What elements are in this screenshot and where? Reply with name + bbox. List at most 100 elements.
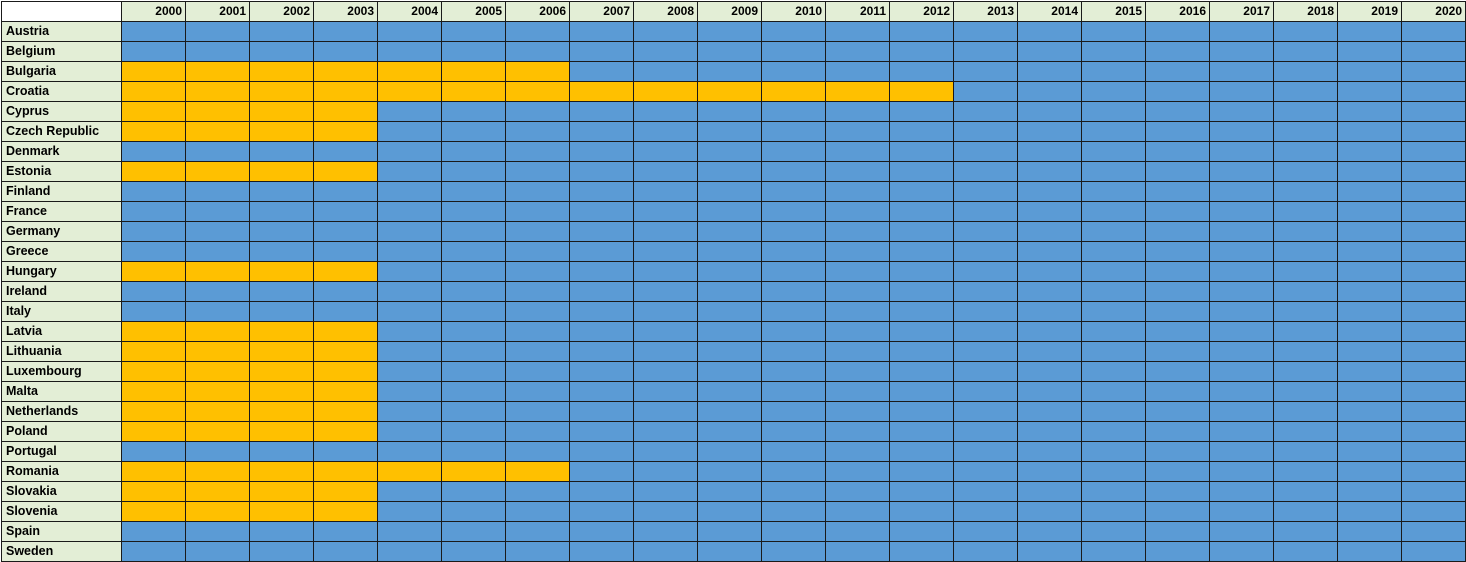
status-cell-blue	[697, 441, 762, 462]
status-cell-yellow	[313, 481, 378, 502]
status-cell-yellow	[185, 101, 250, 122]
status-cell-blue	[761, 281, 826, 302]
status-cell-blue	[185, 181, 250, 202]
status-cell-blue	[825, 521, 890, 542]
status-cell-blue	[249, 21, 314, 42]
status-cell-blue	[825, 441, 890, 462]
status-cell-blue	[505, 161, 570, 182]
status-cell-blue	[1273, 461, 1338, 482]
status-cell-blue	[1337, 81, 1402, 102]
status-cell-yellow	[249, 381, 314, 402]
status-cell-blue	[1401, 501, 1466, 522]
status-cell-yellow	[313, 161, 378, 182]
status-cell-blue	[889, 141, 954, 162]
status-cell-blue	[1145, 221, 1210, 242]
status-cell-blue	[1145, 501, 1210, 522]
status-cell-blue	[441, 441, 506, 462]
status-cell-yellow	[569, 81, 634, 102]
status-cell-blue	[953, 201, 1018, 222]
status-cell-blue	[1273, 441, 1338, 462]
year-header-cell: 2001	[185, 1, 250, 22]
status-cell-blue	[441, 421, 506, 442]
status-cell-blue	[761, 441, 826, 462]
status-cell-blue	[889, 281, 954, 302]
status-cell-blue	[697, 181, 762, 202]
status-cell-blue	[953, 61, 1018, 82]
status-cell-blue	[569, 241, 634, 262]
status-cell-blue	[697, 101, 762, 122]
country-row: Malta	[1, 381, 1466, 402]
country-label: Finland	[1, 181, 122, 202]
status-cell-blue	[441, 41, 506, 62]
status-cell-blue	[505, 361, 570, 382]
status-cell-blue	[249, 241, 314, 262]
status-cell-blue	[1401, 521, 1466, 542]
status-cell-blue	[313, 301, 378, 322]
year-header-cell: 2007	[569, 1, 634, 22]
status-cell-yellow	[313, 361, 378, 382]
status-cell-blue	[761, 321, 826, 342]
status-cell-blue	[633, 541, 698, 562]
status-cell-blue	[1145, 421, 1210, 442]
status-cell-blue	[953, 461, 1018, 482]
status-cell-blue	[953, 121, 1018, 142]
status-cell-blue	[633, 341, 698, 362]
status-cell-yellow	[313, 381, 378, 402]
status-cell-blue	[249, 541, 314, 562]
status-cell-blue	[953, 381, 1018, 402]
status-cell-blue	[505, 481, 570, 502]
status-cell-blue	[377, 501, 442, 522]
status-cell-blue	[889, 21, 954, 42]
status-cell-blue	[953, 441, 1018, 462]
status-cell-blue	[1273, 401, 1338, 422]
status-cell-blue	[1145, 161, 1210, 182]
status-cell-blue	[1209, 121, 1274, 142]
status-cell-blue	[825, 341, 890, 362]
status-cell-blue	[313, 41, 378, 62]
status-cell-blue	[697, 521, 762, 542]
status-cell-blue	[1273, 21, 1338, 42]
status-cell-blue	[377, 41, 442, 62]
status-cell-blue	[121, 301, 186, 322]
year-header-cell: 2020	[1401, 1, 1466, 22]
country-row: Slovenia	[1, 501, 1466, 522]
status-cell-blue	[1273, 301, 1338, 322]
status-cell-blue	[825, 201, 890, 222]
country-row: Netherlands	[1, 401, 1466, 422]
status-cell-blue	[761, 41, 826, 62]
status-cell-blue	[1017, 341, 1082, 362]
status-cell-blue	[697, 61, 762, 82]
status-cell-blue	[1337, 261, 1402, 282]
status-cell-blue	[313, 201, 378, 222]
status-cell-yellow	[377, 461, 442, 482]
status-cell-blue	[1337, 301, 1402, 322]
status-cell-blue	[1273, 161, 1338, 182]
status-cell-blue	[569, 541, 634, 562]
status-cell-blue	[377, 361, 442, 382]
status-cell-yellow	[185, 321, 250, 342]
country-label: Portugal	[1, 441, 122, 462]
country-label: Czech Republic	[1, 121, 122, 142]
status-cell-blue	[569, 301, 634, 322]
year-header-cell: 2018	[1273, 1, 1338, 22]
status-cell-blue	[505, 301, 570, 322]
status-cell-blue	[889, 541, 954, 562]
status-cell-blue	[569, 501, 634, 522]
status-cell-blue	[377, 341, 442, 362]
status-cell-blue	[249, 141, 314, 162]
status-cell-blue	[1209, 221, 1274, 242]
status-cell-blue	[633, 461, 698, 482]
status-cell-blue	[889, 401, 954, 422]
status-cell-blue	[1017, 101, 1082, 122]
status-cell-blue	[505, 181, 570, 202]
status-cell-blue	[761, 401, 826, 422]
status-cell-blue	[953, 241, 1018, 262]
country-row: Czech Republic	[1, 121, 1466, 142]
country-label: Hungary	[1, 261, 122, 282]
status-cell-blue	[377, 521, 442, 542]
status-cell-blue	[825, 361, 890, 382]
country-label: Latvia	[1, 321, 122, 342]
status-cell-blue	[825, 501, 890, 522]
year-header-cell: 2010	[761, 1, 826, 22]
